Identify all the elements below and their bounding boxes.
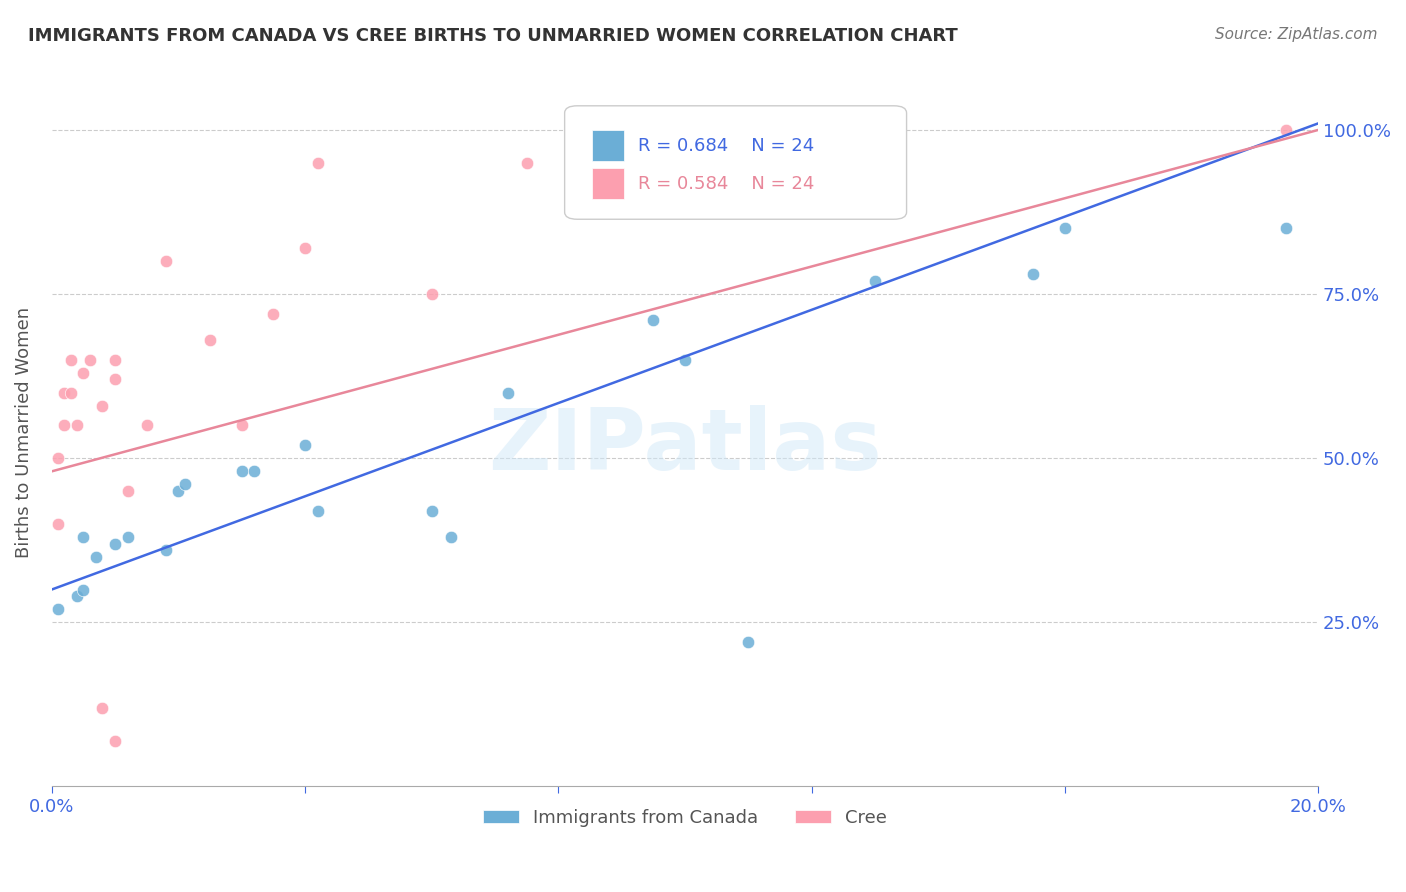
Point xyxy=(262,307,284,321)
Point xyxy=(155,254,177,268)
Point xyxy=(91,700,114,714)
Point xyxy=(53,385,76,400)
Point xyxy=(117,484,139,499)
Point xyxy=(440,530,463,544)
Point xyxy=(46,451,69,466)
Point xyxy=(173,477,195,491)
FancyBboxPatch shape xyxy=(565,106,907,219)
Point xyxy=(420,287,443,301)
Point xyxy=(231,464,253,478)
Point xyxy=(1275,123,1298,137)
Point xyxy=(737,635,759,649)
Point xyxy=(104,372,127,386)
Point xyxy=(66,418,89,433)
Point xyxy=(117,530,139,544)
Point xyxy=(643,313,665,327)
Point xyxy=(1053,221,1076,235)
Point xyxy=(104,536,127,550)
Point xyxy=(135,418,157,433)
Point xyxy=(104,733,127,747)
Text: R = 0.584    N = 24: R = 0.584 N = 24 xyxy=(638,175,814,193)
Bar xyxy=(592,169,624,200)
Point xyxy=(72,582,94,597)
Point xyxy=(155,543,177,558)
Point xyxy=(79,352,101,367)
Legend: Immigrants from Canada, Cree: Immigrants from Canada, Cree xyxy=(475,802,894,834)
Point xyxy=(496,385,519,400)
Point xyxy=(673,352,696,367)
Text: Source: ZipAtlas.com: Source: ZipAtlas.com xyxy=(1215,27,1378,42)
Point xyxy=(198,333,221,347)
Point xyxy=(59,352,82,367)
Point xyxy=(72,530,94,544)
Point xyxy=(91,399,114,413)
Point xyxy=(307,504,329,518)
Point xyxy=(66,589,89,603)
Point xyxy=(104,352,127,367)
Text: IMMIGRANTS FROM CANADA VS CREE BIRTHS TO UNMARRIED WOMEN CORRELATION CHART: IMMIGRANTS FROM CANADA VS CREE BIRTHS TO… xyxy=(28,27,957,45)
Point xyxy=(294,438,316,452)
Point xyxy=(243,464,266,478)
Point xyxy=(72,366,94,380)
Point xyxy=(610,155,633,169)
Point xyxy=(84,549,107,564)
Bar xyxy=(592,130,624,161)
Point xyxy=(420,504,443,518)
Point xyxy=(231,418,253,433)
Point xyxy=(59,385,82,400)
Point xyxy=(53,418,76,433)
Point xyxy=(167,484,190,499)
Point xyxy=(863,274,886,288)
Point xyxy=(1275,221,1298,235)
Text: R = 0.684    N = 24: R = 0.684 N = 24 xyxy=(638,136,814,154)
Text: ZIPatlas: ZIPatlas xyxy=(488,405,882,488)
Point xyxy=(1022,268,1045,282)
Point xyxy=(46,602,69,616)
Point xyxy=(516,155,538,169)
Point xyxy=(294,241,316,255)
Point xyxy=(307,155,329,169)
Y-axis label: Births to Unmarried Women: Births to Unmarried Women xyxy=(15,306,32,558)
Point xyxy=(46,516,69,531)
